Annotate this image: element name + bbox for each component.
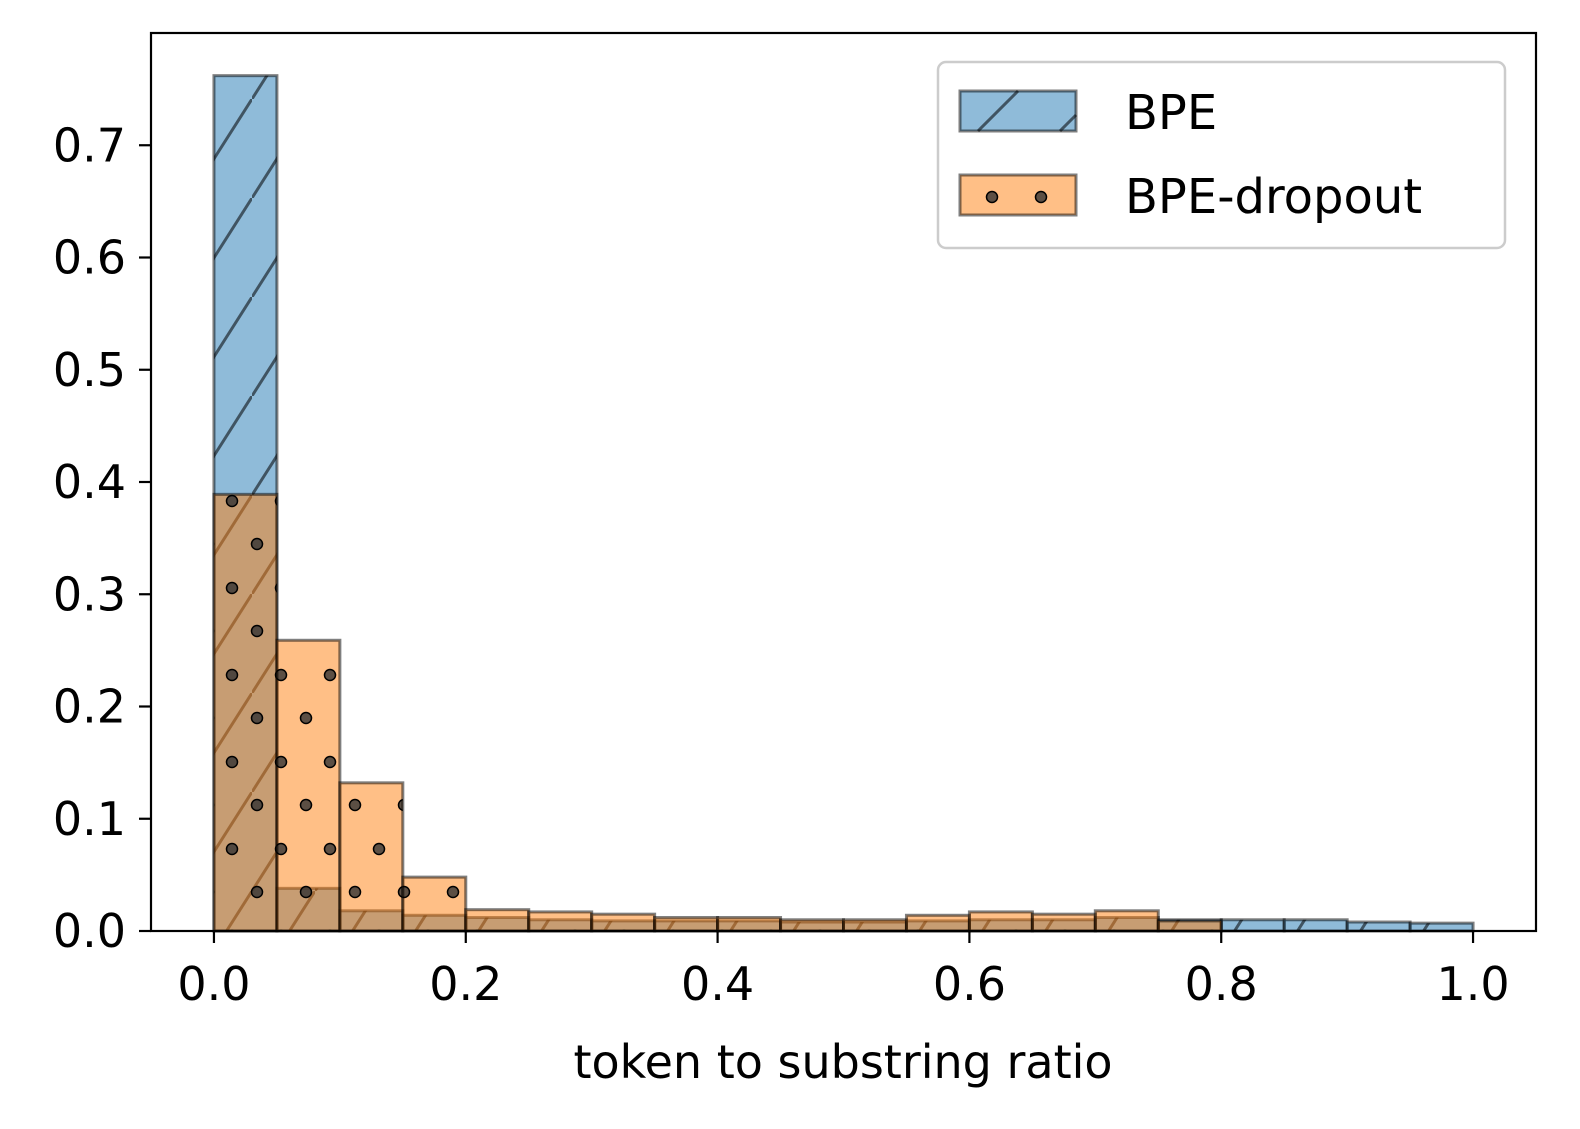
- x-tick-label: 0.0: [177, 957, 250, 1011]
- bar-bpe-17: [1282, 918, 1349, 933]
- x-tick-label: 0.8: [1185, 957, 1258, 1011]
- bar-bpe-16: [1219, 918, 1286, 933]
- y-tick-label: 0.6: [53, 231, 126, 285]
- x-tick-label: 1.0: [1436, 957, 1509, 1011]
- bar-bpe-dropout-9: [779, 918, 846, 933]
- y-tick-label: 0.2: [53, 680, 126, 734]
- legend-label-bpe-dropout: BPE-dropout: [1125, 169, 1422, 225]
- y-tick-label: 0.3: [53, 567, 126, 621]
- bar-bpe-18: [1345, 920, 1412, 933]
- x-tick-label: 0.6: [933, 957, 1006, 1011]
- y-tick-label: 0.0: [53, 904, 126, 958]
- bar-bpe-dropout-0: [212, 492, 279, 933]
- legend-item-bpe: BPE: [958, 85, 1217, 141]
- y-tick-label: 0.5: [53, 343, 126, 397]
- bar-bpe-dropout-11: [904, 913, 971, 933]
- bar-bpe-dropout-14: [1093, 909, 1160, 933]
- bar-bpe-dropout-2: [338, 781, 405, 933]
- legend-swatch-bpe: [958, 89, 1078, 133]
- x-tick-label: 0.2: [429, 957, 502, 1011]
- x-axis-label: token to substring ratio: [573, 1035, 1112, 1089]
- bar-bpe-dropout-1: [275, 638, 342, 933]
- bar-bpe-dropout-6: [590, 912, 657, 933]
- bar-bpe-dropout-7: [653, 916, 720, 933]
- series-bpe-dropout: [212, 492, 1223, 933]
- legend-swatch-bpe-dropout: [958, 173, 1078, 217]
- legend-label-bpe: BPE: [1125, 85, 1217, 141]
- y-tick-label: 0.7: [53, 118, 126, 172]
- bars-layer: [212, 74, 1475, 933]
- bar-bpe-19: [1408, 921, 1475, 933]
- y-tick-label: 0.1: [53, 792, 126, 846]
- legend-item-bpe-dropout: BPE-dropout: [958, 169, 1422, 225]
- bar-bpe-dropout-12: [967, 910, 1034, 933]
- bar-bpe-dropout-10: [842, 918, 908, 933]
- x-tick-label: 0.4: [681, 957, 754, 1011]
- bar-bpe-dropout-3: [401, 875, 468, 933]
- bar-bpe-dropout-5: [527, 910, 594, 933]
- bar-bpe-dropout-4: [464, 908, 531, 933]
- legend-frame: [936, 60, 1507, 250]
- axes-layer: 0.0 0.2 0.4 0.6 0.8 1.0 0.0 0.1 0.2 0.3 0.4 0.5 0.6 0…: [53, 31, 1538, 1011]
- bar-bpe-dropout-13: [1030, 912, 1097, 933]
- bar-bpe-dropout-8: [716, 916, 783, 933]
- legend: BPE BPE-dropout: [936, 60, 1507, 250]
- bar-bpe-dropout-15: [1156, 919, 1223, 933]
- y-tick-label: 0.4: [53, 455, 126, 509]
